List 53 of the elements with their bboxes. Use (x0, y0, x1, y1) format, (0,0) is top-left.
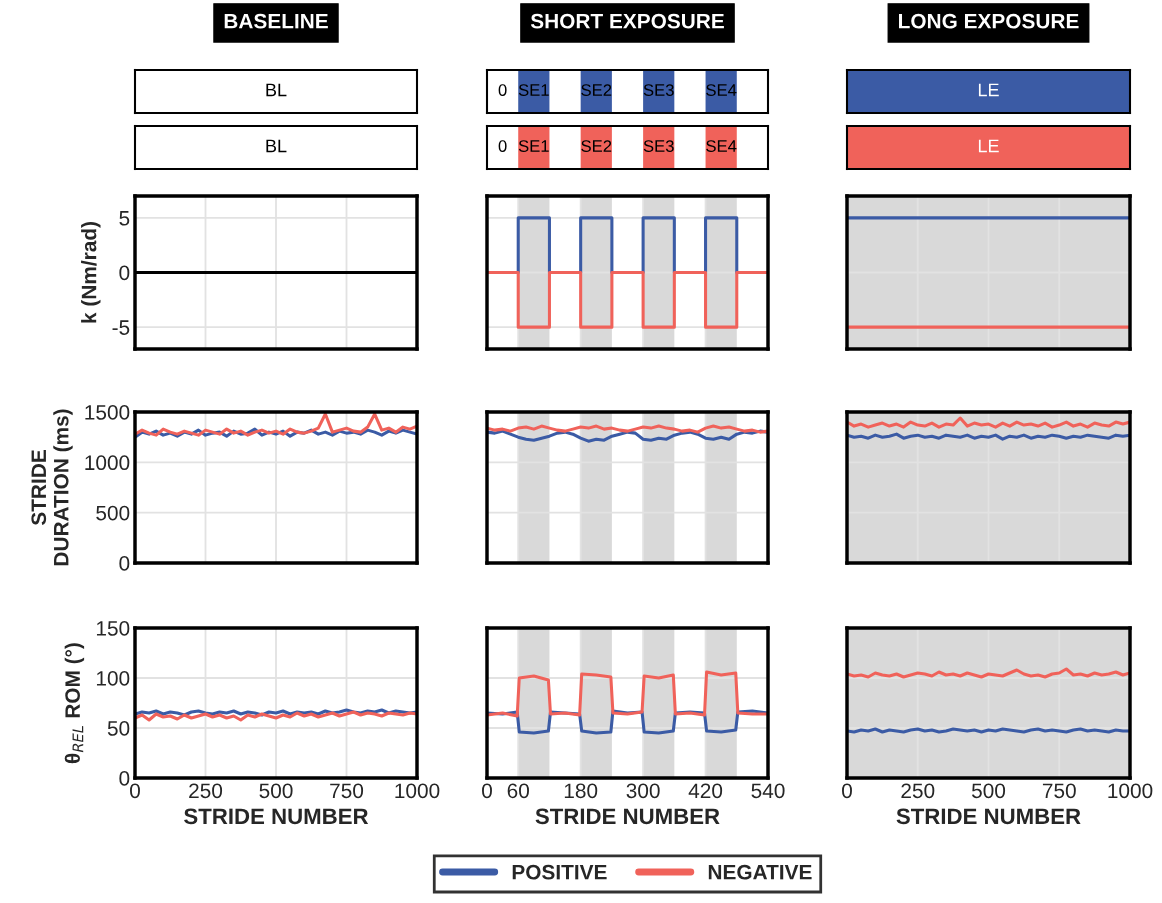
x-tick-label: 500 (971, 783, 1006, 799)
category-label: SE1 (518, 84, 549, 96)
y-tick-label: 0 (119, 556, 130, 571)
line-series (135, 710, 417, 722)
y-tick-label: -5 (112, 320, 130, 335)
y-tick-label: 500 (96, 505, 130, 521)
category-label: BL (266, 83, 287, 97)
x-tick-label: 750 (1042, 783, 1076, 799)
x-tick-label: 0 (482, 783, 492, 799)
x-tick-label: 0 (130, 783, 140, 799)
category-label: SE4 (706, 140, 737, 152)
category-label: SE2 (581, 84, 612, 96)
text: BASELINE (224, 13, 328, 29)
text: LONG EXPOSURE (899, 13, 1079, 29)
x-tick-label: 60 (507, 783, 529, 799)
category-label: 0 (498, 84, 507, 96)
y-tick-label: 0 (119, 265, 130, 281)
x-tick-label: 250 (901, 783, 935, 799)
x-tick-label: 1000 (395, 783, 440, 799)
category-label: SE3 (643, 140, 674, 152)
text: SHORT EXPOSURE (530, 13, 724, 29)
x-tick-label: 540 (751, 783, 785, 799)
x-axis-title: STRIDE NUMBER (184, 808, 369, 825)
category-label: LE (978, 83, 999, 97)
x-axis-title: STRIDE NUMBER (896, 808, 1081, 825)
x-tick-label: 1000 (1108, 783, 1153, 799)
y-tick-label: 1500 (85, 405, 130, 420)
y-tick-label: 50 (107, 721, 130, 736)
y-axis-title: θ$_{REL}$ ROM (°) (64, 643, 85, 764)
x-tick-label: 300 (626, 783, 660, 799)
category-label: SE4 (706, 84, 737, 96)
category-label: 0 (498, 140, 507, 152)
x-tick-label: 0 (842, 783, 852, 799)
x-tick-label: 500 (259, 783, 293, 799)
legend-label: NEGATIVE (708, 864, 812, 880)
y-tick-label: 1000 (85, 455, 130, 471)
y-tick-label: 0 (119, 771, 130, 786)
category-label: SE1 (518, 140, 549, 152)
x-tick-label: 250 (189, 783, 223, 799)
x-tick-label: 180 (564, 783, 598, 799)
legend-label: POSITIVE (512, 864, 607, 880)
category-label: SE2 (581, 140, 612, 152)
category-label: BL (266, 139, 287, 153)
y-tick-label: 100 (96, 671, 130, 686)
x-tick-label: 750 (330, 783, 364, 799)
y-tick-label: 150 (96, 621, 130, 636)
category-label: SE3 (643, 84, 674, 96)
y-tick-label: 5 (119, 211, 130, 226)
y-axis-title: STRIDE DURATION (ms) (31, 409, 73, 566)
x-axis-title: STRIDE NUMBER (535, 808, 720, 825)
x-tick-label: 420 (688, 783, 723, 799)
y-axis-title: k (Nm/rad) (81, 222, 101, 323)
category-label: LE (978, 139, 999, 153)
